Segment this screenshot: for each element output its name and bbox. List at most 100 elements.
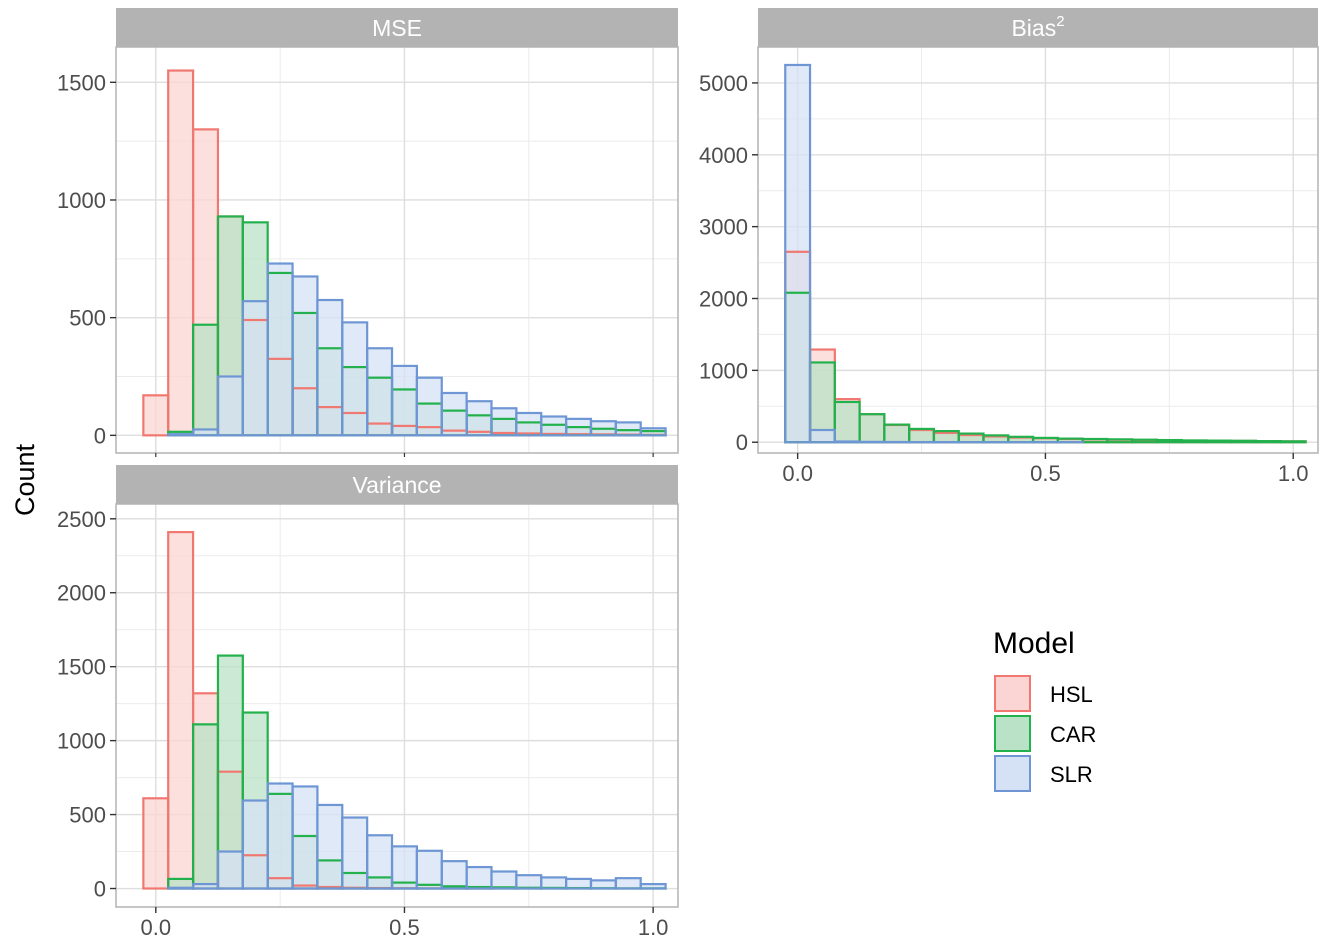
bar-fill-slr [193,884,218,889]
strip-bias2 [758,8,1318,47]
bar-fill-slr [193,429,218,436]
bar-outline-car [1279,440,1307,444]
bar-fill-slr [242,800,268,889]
bar-fill-slr [491,871,517,889]
bars-variance [142,530,667,890]
bar-fill-slr [342,817,368,889]
bar-fill-car [1057,438,1083,443]
panel-border-variance [115,503,679,908]
y-tick-label: 1000 [699,358,748,383]
bars-mse [142,69,667,437]
x-tick-label: 0.0 [140,915,171,940]
panel-bias2: Bias2 0 1000 2000 3000 4000 5000 0.0 0.5 1.0 [699,8,1319,486]
x-tick-label: 0.5 [1030,461,1061,486]
legend-key-hsl-border [994,675,1031,712]
y-tick-label: 1500 [57,70,106,95]
strip-title-variance: Variance [352,472,441,498]
legend-label-car: CAR [1050,722,1096,747]
strip-title-mse: MSE [372,15,422,41]
bar-fill-slr [267,263,293,436]
legend-label-hsl: HSL [1050,682,1093,707]
bar-outline-slr [833,440,861,444]
bar-fill-slr [810,430,835,443]
x-tick-label: 1.0 [1278,461,1309,486]
bar-fill-slr [441,861,467,889]
strip-mse [116,8,678,47]
bar-fill-slr [217,376,243,436]
bar-fill-car [168,878,194,889]
bar-fill-slr [615,422,641,436]
bar-fill-car [193,724,218,889]
x-tick-label: 1.0 [638,915,669,940]
bar-fill-slr [785,64,811,443]
bar-fill-slr [491,408,517,436]
y-tick-label: 2000 [699,287,748,312]
bar-fill-slr [416,850,442,889]
panel-border-mse [115,46,679,454]
bar-fill-slr [416,377,442,436]
bar-outline-slr [808,428,836,444]
y-tick-label: 4000 [699,143,748,168]
bar-outline-slr [639,882,667,890]
y-tick-label: 3000 [699,215,748,240]
bar-fill-car [859,414,885,443]
bar-outline-car [1230,439,1258,444]
bar-outline-slr [167,886,195,890]
bar-fill-slr [640,884,666,889]
bar-fill-hsl [168,70,194,436]
bar-fill-hsl [168,532,194,889]
legend-key-slr [994,755,1031,792]
bar-fill-slr [516,412,542,436]
bar-fill-car [1008,436,1034,443]
bar-fill-slr [466,867,492,889]
y-tick-label: 500 [69,306,106,331]
bar-fill-car [983,435,1009,443]
bar-fill-slr [292,786,318,889]
x-tick-label: 0.0 [782,461,813,486]
bar-outline-car [1180,439,1208,444]
y-tick-label: 1000 [57,729,106,754]
y-tick-label: 0 [94,423,106,448]
panel-mse: MSE 0 500 1000 1500 [57,8,679,457]
bar-fill-car [884,424,910,443]
legend-key-car-border [994,715,1031,752]
bar-fill-car [958,433,984,443]
bar-outline-car [1155,438,1183,444]
bar-fill-slr [516,875,542,889]
x-tick-label: 0.5 [389,915,420,940]
y-tick-label: 0 [736,430,748,455]
bar-outline-slr [639,427,667,437]
legend: Model HSL CAR SLR [993,627,1096,792]
legend-title: Model [993,627,1075,660]
panel-variance: Variance 0 500 1000 1500 2000 2500 0.0 0.5 1.0 [57,465,679,940]
bar-fill-slr [392,365,417,436]
bar-fill-slr [590,880,616,889]
bar-fill-slr [317,300,343,436]
strip-title-bias2: Bias2 [1011,13,1064,41]
bar-fill-slr [217,851,243,889]
bar-fill-car [909,428,934,443]
bars-bias2 [784,63,1307,444]
y-tick-label: 5000 [699,71,748,96]
bar-fill-car [834,401,860,443]
bar-fill-slr [292,276,318,436]
strip-variance [116,465,678,504]
bar-fill-slr [242,301,268,436]
panel-border-bias2 [757,46,1319,454]
plot-area-bias2 [758,47,1318,453]
bar-outline-car [1205,439,1233,444]
bar-fill-hsl [143,395,169,436]
legend-key-car [994,715,1031,752]
bar-fill-slr [441,392,467,436]
bar-fill-slr [541,416,567,436]
bar-fill-hsl [143,798,169,889]
bar-fill-car [193,324,218,436]
bar-fill-slr [392,846,417,889]
y-axis-title: Count [10,443,40,516]
bar-fill-slr [466,401,492,436]
legend-key-slr-border [994,755,1031,792]
bar-outline-slr [167,433,195,437]
bar-fill-slr [317,804,343,889]
bar-fill-slr [267,783,293,889]
